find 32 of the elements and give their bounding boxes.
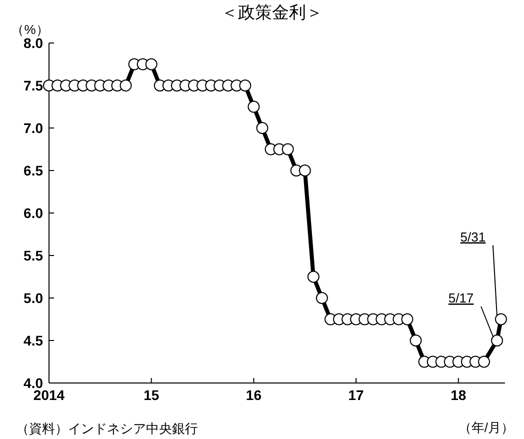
point [494,313,507,326]
text: （資料）インドネシア中央銀行 [16,421,198,436]
point [478,356,490,368]
point [491,334,504,346]
x-axis-title: （年/月） [458,420,514,435]
y-tick-label: 8.0 [24,35,44,51]
point [316,292,328,304]
point [256,122,268,134]
x-tick-label: 16 [246,387,262,403]
point [239,80,252,92]
point [410,334,422,346]
annotation: 5/17 [448,290,474,306]
x-tick-label: 17 [348,387,364,403]
point [307,270,320,283]
point [145,58,158,70]
annotation: 5/31 [460,229,486,244]
point [248,100,260,113]
y-tick-label: 5.0 [24,290,44,306]
y-tick-label: 5.5 [24,248,44,264]
x-tick-label: 15 [144,387,160,403]
y-tick-label: 6.5 [24,162,44,178]
x-tick-label: 18 [450,387,466,403]
y-tick-label: 7.5 [24,78,44,94]
chart-title: ＜政策金利＞ [221,3,323,22]
y-axis-title: （%） [11,22,49,37]
point [298,164,311,176]
y-tick-label: 7.0 [24,120,44,136]
point [401,313,414,326]
y-tick-label: 6.0 [24,205,44,221]
y-tick-label: 4.5 [24,332,44,348]
point [120,80,132,92]
point [282,143,294,156]
